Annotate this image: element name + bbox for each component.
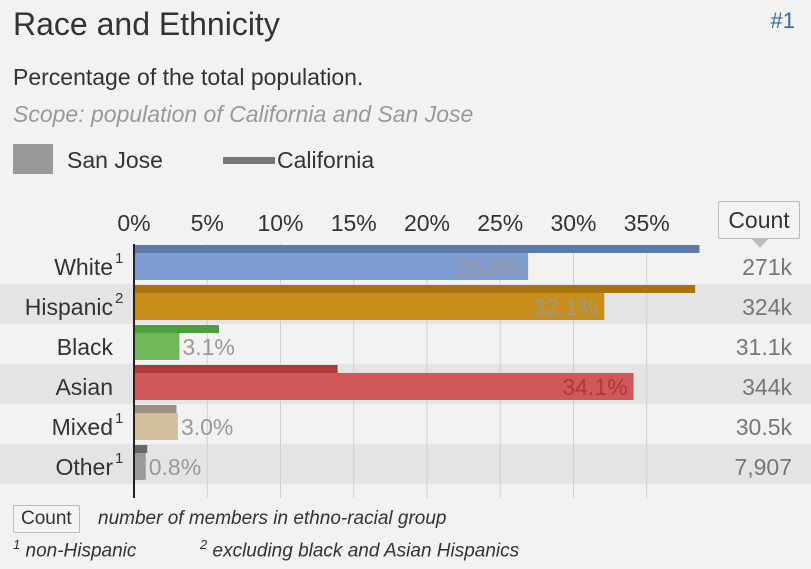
- x-tick-label: 0%: [117, 210, 150, 236]
- rank-link[interactable]: #1: [770, 8, 795, 33]
- footnote-2: 2 excluding black and Asian Hispanics: [200, 537, 519, 562]
- value-label-asian: 34.1%: [562, 374, 627, 400]
- category-label-asian: Asian: [55, 374, 113, 400]
- bar-san-jose-hispanic: [134, 293, 605, 320]
- bar-california-other: [134, 445, 148, 453]
- bar-california-asian: [134, 365, 338, 373]
- category-superscript-mixed: 1: [115, 410, 123, 427]
- count-asian: 344k: [742, 374, 792, 400]
- footnote-2-mark: 2: [200, 537, 208, 552]
- bar-california-mixed: [134, 405, 177, 413]
- count-black: 31.1k: [736, 334, 793, 360]
- count-hispanic: 324k: [742, 294, 792, 320]
- race-ethnicity-chart: 0% 5% 10% 15% 20% 25% 30% 35%26.9%White 1 271k32.…: [0, 210, 811, 498]
- footnote-1-text: non-Hispanic: [25, 540, 137, 562]
- count-white: 271k: [742, 254, 792, 280]
- footnote-1: 1 non-Hispanic: [13, 537, 136, 562]
- legend-swatch-california: [223, 157, 275, 164]
- category-superscript-other: 1: [115, 450, 123, 467]
- bar-san-jose-mixed: [134, 413, 178, 440]
- bar-san-jose-asian: [134, 373, 634, 400]
- bar-san-jose-other: [134, 453, 146, 480]
- bar-california-white: [134, 245, 700, 253]
- category-superscript-white: 1: [115, 250, 123, 267]
- x-tick-label: 5%: [191, 210, 224, 236]
- chart-title: Race and Ethnicity: [13, 6, 280, 42]
- category-label-black: Black: [57, 334, 114, 360]
- category-label-hispanic: Hispanic: [25, 294, 113, 320]
- value-label-other: 0.8%: [149, 454, 201, 480]
- x-tick-label: 20%: [404, 210, 450, 236]
- x-tick-label: 35%: [624, 210, 670, 236]
- legend-label-california: California: [277, 147, 375, 173]
- count-description: number of members in ethno-racial group: [98, 508, 447, 529]
- category-superscript-hispanic: 2: [115, 290, 123, 307]
- category-label-other: Other: [55, 454, 113, 480]
- chart-subtitle: Percentage of the total population.: [13, 64, 364, 90]
- value-label-white: 26.9%: [457, 254, 522, 280]
- bar-california-black: [134, 325, 219, 333]
- x-tick-label: 30%: [550, 210, 596, 236]
- count-other: 7,907: [734, 454, 792, 480]
- value-label-mixed: 3.0%: [181, 414, 233, 440]
- legend-swatch-san-jose: [13, 144, 53, 174]
- bar-california-hispanic: [134, 285, 696, 293]
- value-label-hispanic: 32.1%: [533, 294, 598, 320]
- bar-san-jose-black: [134, 333, 180, 360]
- x-tick-label: 15%: [331, 210, 377, 236]
- count-column-header[interactable]: Count: [718, 201, 800, 248]
- legend-label-san-jose: San Jose: [67, 147, 163, 173]
- footnote-2-text: excluding black and Asian Hispanics: [212, 540, 520, 562]
- count-mixed: 30.5k: [736, 414, 793, 440]
- bar-san-jose-white: [134, 253, 529, 280]
- category-label-mixed: Mixed: [52, 414, 113, 440]
- count-key-badge: Count: [13, 505, 80, 533]
- footnote-1-mark: 1: [13, 537, 21, 552]
- value-label-black: 3.1%: [182, 334, 234, 360]
- category-label-white: White: [54, 254, 113, 280]
- x-tick-label: 25%: [477, 210, 523, 236]
- x-tick-label: 10%: [257, 210, 303, 236]
- chart-scope: Scope: population of California and San …: [13, 101, 474, 127]
